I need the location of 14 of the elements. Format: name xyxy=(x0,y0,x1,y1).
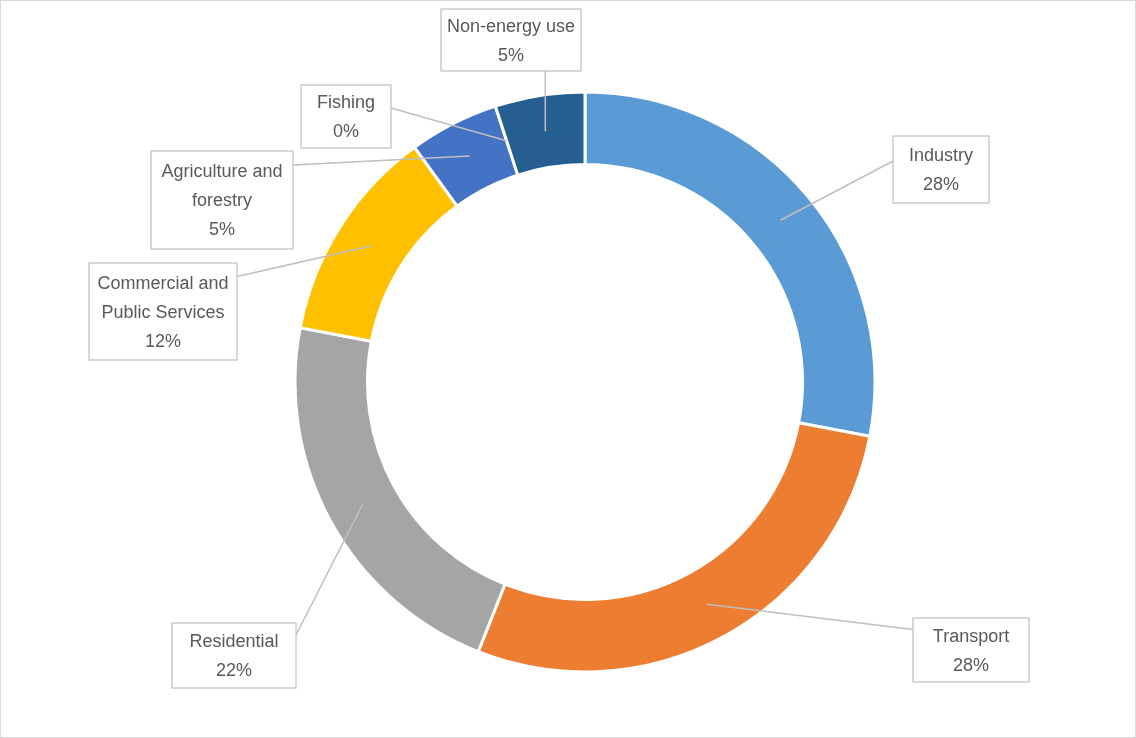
slice-label: Non-energy use xyxy=(446,15,576,36)
data-label: 22% xyxy=(215,660,253,680)
slice-label: Commercial and Public Services xyxy=(97,272,229,322)
slice-label: Agriculture and forestry xyxy=(161,161,283,210)
data-label: 28% xyxy=(952,654,990,675)
slice-label: Industry xyxy=(908,145,974,165)
data-label: 12% xyxy=(144,330,182,351)
data-label: 5% xyxy=(208,219,236,239)
data-label: 28% xyxy=(922,174,960,194)
category-label: Fishing xyxy=(316,92,376,112)
data-label: 5% xyxy=(497,44,525,65)
text: 0% xyxy=(332,121,360,141)
slice-label: Transport xyxy=(932,625,1010,646)
slice-label: Residential xyxy=(189,631,279,651)
